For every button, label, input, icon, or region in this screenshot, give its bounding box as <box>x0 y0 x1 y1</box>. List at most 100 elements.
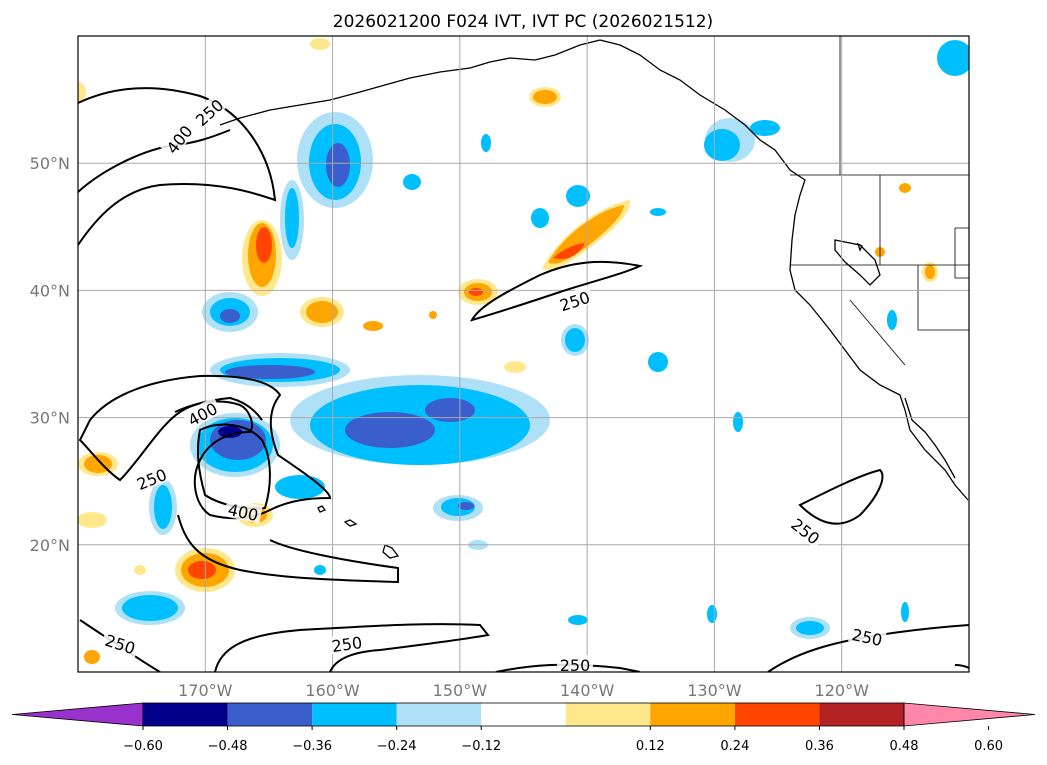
longitude-labels: 170°W 160°W 150°W 140°W 130°W 120°W <box>178 681 869 700</box>
anomaly-positive-area <box>306 301 338 323</box>
anomaly-positive-area <box>469 288 483 296</box>
anomaly-negative-area <box>481 134 491 152</box>
anomaly-negative-area <box>225 365 315 379</box>
longitude-tick-label: 160°W <box>305 681 360 700</box>
anomaly-positive-area <box>553 243 585 260</box>
anomaly-negative-area <box>326 143 350 187</box>
latitude-tick-label: 20°N <box>30 536 70 555</box>
colorbar-tick-label: 0.60 <box>974 739 1003 754</box>
anomaly-negative-area <box>275 475 325 499</box>
ivt-contour-line <box>196 423 271 510</box>
ivt-contour-line <box>78 87 277 246</box>
contour-label: 250 <box>330 633 363 656</box>
anomaly-negative-area <box>122 595 178 621</box>
colorbar-tick-label: −0.60 <box>123 739 163 754</box>
longitude-tick-label: 140°W <box>560 681 615 700</box>
contour-label-bg <box>786 512 826 549</box>
ivt-contour-line <box>798 468 884 525</box>
longitude-tick-label: 120°W <box>815 681 870 700</box>
contour-label-bg <box>160 119 197 159</box>
contour-label-bg <box>131 463 172 494</box>
coastline <box>382 544 400 559</box>
anomaly-positive-area <box>84 455 112 473</box>
anomaly-negative-area <box>796 621 824 635</box>
anomaly-positive-area <box>78 82 86 102</box>
anomaly-negative-area <box>565 328 585 352</box>
colorbar-segment <box>819 703 904 726</box>
colorbar-extend-max <box>903 702 1036 727</box>
anomaly-positive-area <box>134 565 146 575</box>
coastline <box>343 519 358 527</box>
political-border <box>849 299 906 366</box>
coastline <box>599 39 969 501</box>
colorbar-segment <box>734 703 820 726</box>
contour-label-bg <box>847 623 887 649</box>
anomaly-positive-area <box>78 512 107 528</box>
anomaly-negative-area <box>937 40 969 76</box>
anomaly-negative-area <box>285 188 299 248</box>
longitude-tick-label: 150°W <box>433 681 488 700</box>
ivt-contour-line <box>78 374 332 520</box>
coastline <box>834 239 881 286</box>
ivt-contour-line <box>177 514 399 584</box>
coastline <box>219 39 601 126</box>
anomaly-positive-area <box>310 38 330 50</box>
anomaly-negative-area <box>901 602 909 622</box>
anomaly-negative-area <box>704 129 740 161</box>
contour-label-bg <box>327 631 366 655</box>
colorbar-segment <box>312 703 397 726</box>
anomaly-positive-area <box>429 311 437 319</box>
colorbar-tick-label: −0.12 <box>461 739 501 754</box>
colorbar-tick-label: −0.48 <box>208 739 248 754</box>
colorbar-segment <box>227 703 313 726</box>
colorbar-extend-min <box>11 702 144 727</box>
anomaly-negative-area <box>154 485 172 529</box>
anomaly-positive-area <box>899 183 911 193</box>
colorbar-tick-label: 0.12 <box>636 739 665 754</box>
chart-title: 2026021200 F024 IVT, IVT PC (2026021512) <box>333 12 713 32</box>
anomaly-negative-area <box>458 502 474 510</box>
coastline <box>856 242 863 252</box>
ivt-contour-line <box>495 663 641 672</box>
ivt-contour-line <box>767 624 969 672</box>
colorbar-segment <box>143 703 228 726</box>
anomaly-negative-area <box>403 174 421 190</box>
colorbar-tick-label: −0.36 <box>292 739 332 754</box>
map-frame <box>77 35 970 673</box>
coastline <box>317 505 327 513</box>
longitude-tick-label: 170°W <box>178 681 233 700</box>
anomaly-negative-area <box>345 412 435 448</box>
colorbar: −0.60 −0.48 −0.36 −0.24 −0.12 0.12 0.24 0.36 0.4… <box>11 702 1036 754</box>
anomaly-negative-area <box>566 185 590 207</box>
anomaly-negative-area <box>887 310 897 330</box>
anomaly-negative-area <box>218 426 242 438</box>
colorbar-tick-label: 0.24 <box>720 739 749 754</box>
anomaly-positive-area <box>256 227 272 263</box>
contour-label-bg <box>557 655 593 672</box>
anomaly-negative-area <box>733 412 743 432</box>
anomaly-negative-area <box>314 565 326 575</box>
anomaly-positive-area <box>504 361 526 373</box>
latitude-tick-label: 30°N <box>30 409 70 428</box>
anomaly-negative-area <box>750 120 780 136</box>
contour-label-bg <box>181 396 223 430</box>
gridlines <box>78 36 969 672</box>
anomaly-positive-area <box>188 561 216 579</box>
anomaly-positive-area <box>84 650 100 664</box>
longitude-tick-label: 130°W <box>687 681 742 700</box>
contour-label-bg <box>100 628 141 658</box>
ivt-contour-line <box>174 396 263 421</box>
anomaly-negative-area <box>648 352 668 372</box>
colorbar-tick-label: 0.48 <box>890 739 919 754</box>
colorbar-frame <box>142 702 905 727</box>
political-border <box>917 265 969 331</box>
anomaly-negative-area <box>650 208 666 216</box>
ivt-contour-line <box>214 623 490 672</box>
anomaly-negative-area <box>707 605 717 623</box>
ivt-contour-line <box>954 664 969 669</box>
anomaly-positive-area <box>533 90 557 104</box>
latitude-labels: 50°N 40°N 30°N 20°N <box>30 154 70 555</box>
latitude-tick-label: 50°N <box>30 154 70 173</box>
